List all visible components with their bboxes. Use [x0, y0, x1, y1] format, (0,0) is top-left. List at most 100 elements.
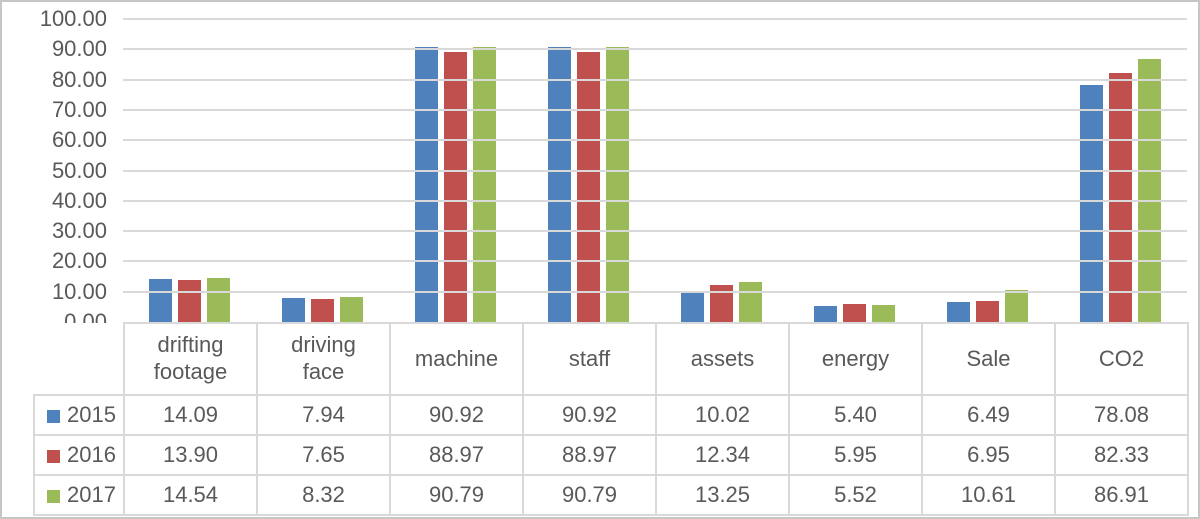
- legend-cell-2015: 2015: [33, 394, 125, 436]
- value-cell: 13.25: [655, 474, 790, 516]
- category-header-sale: Sale: [921, 322, 1056, 396]
- value-cell: 82.33: [1054, 434, 1189, 476]
- value-cell: 90.79: [522, 474, 657, 516]
- data-table: drifting footage driving face machine st…: [33, 322, 1189, 516]
- gridline: [123, 199, 1187, 202]
- bar-group-driving-face: [256, 19, 389, 322]
- value-cell: 8.32: [256, 474, 391, 516]
- gridline: [123, 139, 1187, 142]
- bar-2016-assets[interactable]: [710, 284, 733, 322]
- y-tick-label: 90.00: [51, 36, 107, 62]
- gridline: [123, 78, 1187, 81]
- value-cell: 90.92: [389, 394, 524, 436]
- value-cell: 14.09: [123, 394, 258, 436]
- y-tick-label: 60.00: [51, 127, 107, 153]
- value-cell: 6.95: [921, 434, 1056, 476]
- value-cell: 88.97: [522, 434, 657, 476]
- category-header-row: drifting footage driving face machine st…: [34, 322, 1189, 396]
- gridline: [123, 108, 1187, 111]
- bar-2015-assets[interactable]: [681, 291, 704, 322]
- gridline: [123, 48, 1187, 51]
- bar-2016-driving-face[interactable]: [311, 298, 334, 322]
- bar-2015-driving-face[interactable]: [282, 297, 305, 322]
- series-swatch-2016: [47, 450, 60, 463]
- bar-2015-drifting-footage[interactable]: [149, 279, 172, 322]
- value-cell: 7.94: [256, 394, 391, 436]
- bar-2015-staff[interactable]: [548, 46, 571, 322]
- series-year-label: 2016: [67, 442, 116, 467]
- value-cell: 86.91: [1054, 474, 1189, 516]
- gridline: [123, 169, 1187, 172]
- bar-2016-machine[interactable]: [444, 52, 467, 322]
- value-cell: 14.54: [123, 474, 258, 516]
- value-cell: 5.40: [788, 394, 923, 436]
- y-tick-label: 80.00: [51, 66, 107, 92]
- y-tick-label: 20.00: [51, 248, 107, 274]
- value-cell: 12.34: [655, 434, 790, 476]
- category-header-energy: energy: [788, 322, 923, 396]
- bar-2017-machine[interactable]: [473, 46, 496, 322]
- value-cell: 6.49: [921, 394, 1056, 436]
- bar-group-drifting-footage: [123, 19, 256, 322]
- series-swatch-2017: [47, 490, 60, 503]
- y-tick-label: 50.00: [51, 157, 107, 183]
- value-cell: 5.95: [788, 434, 923, 476]
- gridline: [123, 230, 1187, 233]
- value-cell: 78.08: [1054, 394, 1189, 436]
- bar-groups: [123, 19, 1187, 322]
- bar-2016-sale[interactable]: [976, 300, 999, 322]
- bar-group-staff: [522, 19, 655, 322]
- gridline: [123, 290, 1187, 293]
- bar-2017-co2[interactable]: [1138, 58, 1161, 322]
- y-tick-label: 70.00: [51, 96, 107, 122]
- value-cell: 7.65: [256, 434, 391, 476]
- category-header-drifting-footage: drifting footage: [123, 322, 258, 396]
- category-header-machine: machine: [389, 322, 524, 396]
- bar-2017-energy[interactable]: [872, 305, 895, 322]
- gridline: [123, 18, 1187, 20]
- legend-cell-2017: 2017: [33, 474, 125, 516]
- series-swatch-2015: [47, 410, 60, 423]
- value-cell: 90.79: [389, 474, 524, 516]
- bar-2015-energy[interactable]: [814, 305, 837, 322]
- bar-2017-driving-face[interactable]: [340, 296, 363, 322]
- bar-group-co2: [1054, 19, 1187, 322]
- value-cell: 88.97: [389, 434, 524, 476]
- bar-2017-drifting-footage[interactable]: [207, 277, 230, 322]
- series-year-label: 2015: [67, 402, 116, 427]
- value-cell: 5.52: [788, 474, 923, 516]
- value-cell: 13.90: [123, 434, 258, 476]
- bar-2015-co2[interactable]: [1080, 85, 1103, 322]
- y-tick-label: 100.00: [39, 6, 107, 31]
- series-year-label: 2017: [67, 482, 116, 507]
- category-header-driving-face: driving face: [256, 322, 391, 396]
- bar-group-sale: [921, 19, 1054, 322]
- y-axis: 100.00 90.00 80.00 70.00 60.00 50.00 40.00 30.0…: [2, 2, 107, 334]
- bar-2017-staff[interactable]: [606, 46, 629, 322]
- value-cell: 90.92: [522, 394, 657, 436]
- bar-2016-drifting-footage[interactable]: [178, 279, 201, 322]
- category-header-assets: assets: [655, 322, 790, 396]
- y-tick-label: 30.00: [51, 218, 107, 244]
- category-header-staff: staff: [522, 322, 657, 396]
- category-header-co2: CO2: [1054, 322, 1189, 396]
- table-row-2015: 2015 14.09 7.94 90.92 90.92 10.02 5.40 6…: [33, 394, 1189, 436]
- plot-area: [123, 18, 1187, 322]
- table-row-2017: 2017 14.54 8.32 90.79 90.79 13.25 5.52 1…: [33, 474, 1189, 516]
- bar-2016-co2[interactable]: [1109, 72, 1132, 322]
- bar-2016-staff[interactable]: [577, 52, 600, 322]
- gridline: [123, 260, 1187, 263]
- y-tick-label: 40.00: [51, 187, 107, 213]
- table-row-2016: 2016 13.90 7.65 88.97 88.97 12.34 5.95 6…: [33, 434, 1189, 476]
- bar-2015-machine[interactable]: [415, 46, 438, 322]
- bar-2017-assets[interactable]: [739, 281, 762, 322]
- bar-group-machine: [389, 19, 522, 322]
- value-cell: 10.02: [655, 394, 790, 436]
- value-cell: 10.61: [921, 474, 1056, 516]
- bar-2016-energy[interactable]: [843, 304, 866, 322]
- bar-2017-sale[interactable]: [1005, 289, 1028, 322]
- bar-group-energy: [788, 19, 921, 322]
- bar-2015-sale[interactable]: [947, 302, 970, 322]
- table-corner-cell: [34, 323, 124, 395]
